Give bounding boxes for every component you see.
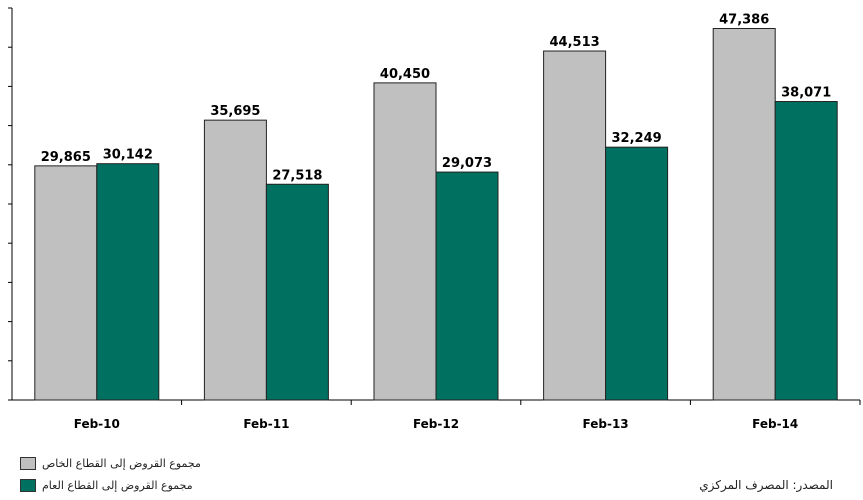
data-label: 38,071 (781, 86, 831, 101)
data-label: 44,513 (550, 35, 600, 50)
chart-bars (34, 27, 838, 401)
bar-private (203, 119, 267, 401)
data-label: 29,073 (442, 156, 492, 171)
data-label: 30,142 (103, 148, 153, 163)
bar-private (712, 27, 776, 401)
data-label: 29,865 (41, 150, 91, 165)
x-tick-label: Feb-12 (413, 417, 459, 431)
bar-chart: Feb-10 29,865 30,142 Feb-11 35,695 27,518 Feb-… (8, 7, 861, 431)
legend-item-public: مجموع القروض إلى القطاع العام (20, 474, 201, 496)
data-label: 27,518 (272, 168, 322, 183)
legend-label-private: مجموع القروض إلى القطاع الخاص (42, 456, 201, 470)
chart-labels: Feb-10 29,865 30,142 Feb-11 35,695 27,518 Feb-… (41, 12, 832, 431)
x-tick-label: Feb-11 (243, 417, 289, 431)
data-label: 35,695 (210, 104, 260, 119)
bar-public (96, 163, 160, 401)
bar-private (34, 165, 98, 401)
bar-private (543, 50, 607, 401)
bar-public (265, 183, 329, 401)
source-note: المصدر: المصرف المركزي (699, 478, 833, 492)
x-tick-label: Feb-14 (752, 417, 798, 431)
data-label: 47,386 (719, 12, 769, 27)
x-tick-label: Feb-13 (583, 417, 629, 431)
legend-swatch-private (20, 456, 36, 470)
bar-public (774, 101, 838, 401)
legend-label-public: مجموع القروض إلى القطاع العام (42, 478, 193, 492)
bar-private (373, 82, 437, 401)
x-tick-label: Feb-10 (74, 417, 120, 431)
data-label: 40,450 (380, 67, 430, 82)
bar-public (605, 146, 669, 401)
legend-swatch-public (20, 478, 36, 492)
chart-legend: مجموع القروض إلى القطاع الخاص مجموع القر… (20, 452, 201, 496)
legend-item-private: مجموع القروض إلى القطاع الخاص (20, 452, 201, 474)
data-label: 32,249 (612, 131, 662, 146)
bar-public (435, 171, 499, 401)
